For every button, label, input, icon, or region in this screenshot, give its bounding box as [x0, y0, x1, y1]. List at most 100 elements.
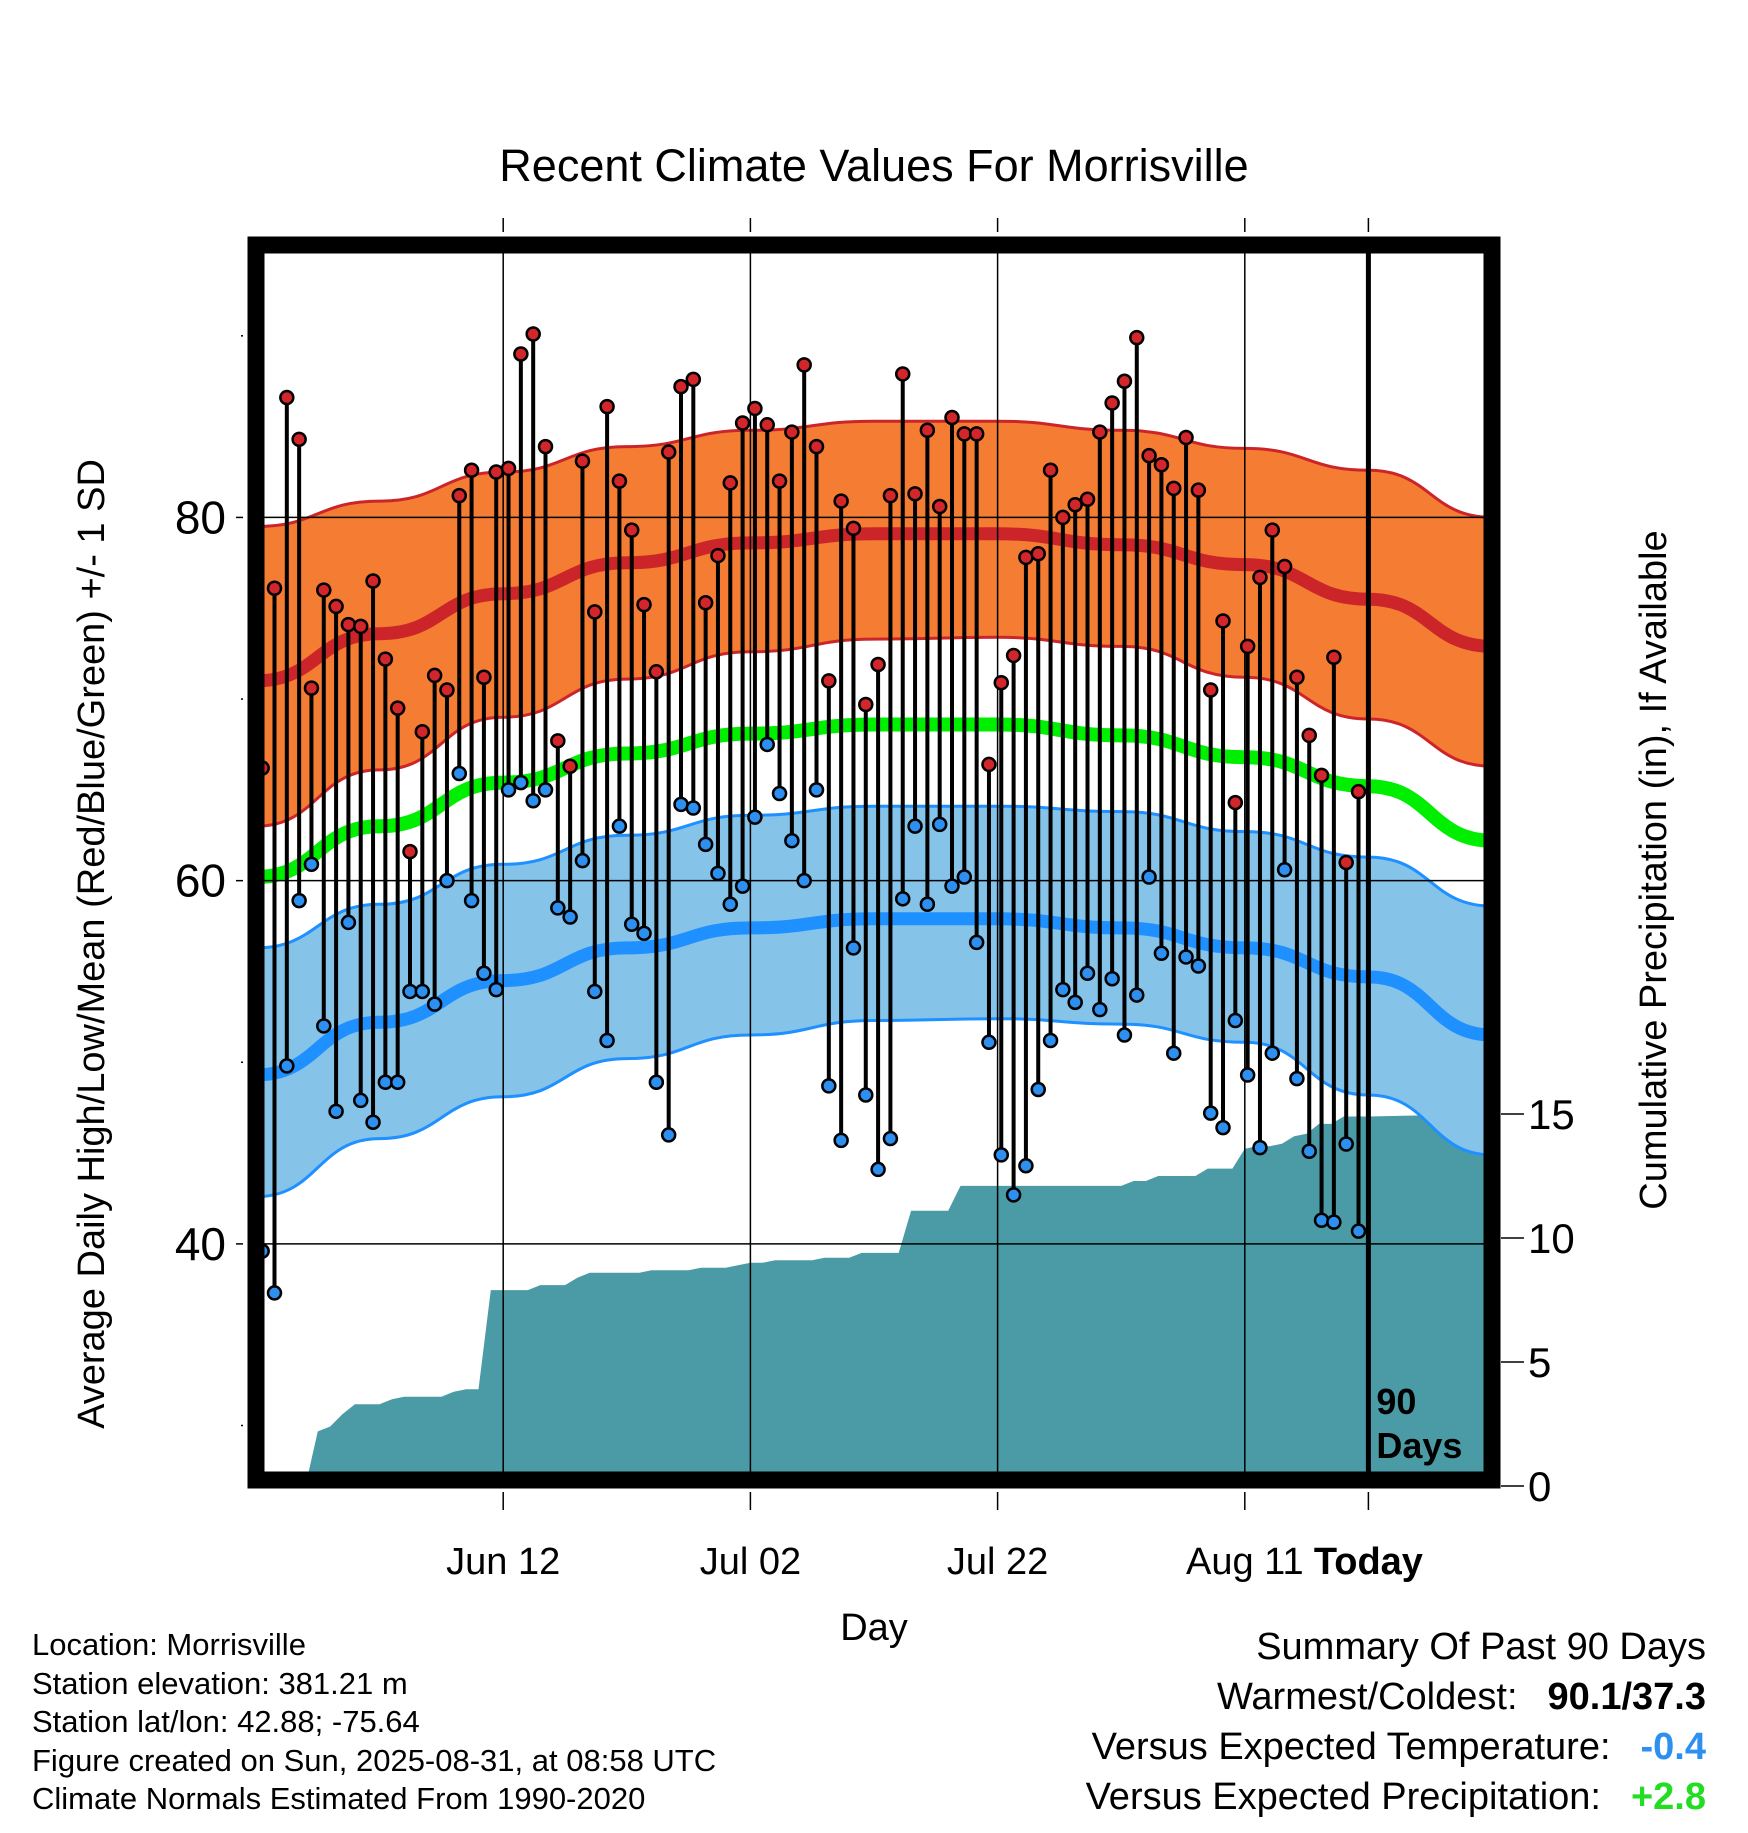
daily-high-point [747, 400, 763, 417]
daily-high-point [734, 415, 751, 431]
daily-high-point [722, 475, 739, 491]
daily-high-point [537, 438, 554, 455]
daily-low-point [1326, 1214, 1342, 1230]
daily-low-point [1313, 1212, 1330, 1229]
station-info: Location: Morrisville Station elevation:… [32, 1626, 716, 1819]
daily-low-point [771, 785, 788, 802]
daily-high-point [599, 398, 615, 415]
daily-high-point [1301, 727, 1317, 744]
daily-high-point [266, 580, 283, 597]
daily-low-point [279, 1058, 295, 1074]
daily-low-point [685, 800, 702, 816]
daily-high-point [894, 366, 911, 382]
daily-low-point [352, 1092, 369, 1109]
daily-high-point [550, 733, 566, 749]
created-text: Figure created on Sun, 2025-08-31, at 08… [32, 1742, 717, 1778]
daily-low-point [858, 1087, 874, 1103]
daily-high-point [488, 464, 504, 480]
warm-cold-value: 90.1/37.3 [1547, 1676, 1706, 1718]
daily-low-point [1252, 1139, 1268, 1156]
daily-low-point [266, 1285, 283, 1301]
daily-high-point [968, 426, 985, 442]
daily-high-point [1350, 783, 1367, 800]
daily-low-point [759, 736, 775, 753]
daily-high-point [993, 674, 1010, 691]
daily-high-point [1227, 794, 1244, 811]
daily-high-point [1042, 462, 1059, 478]
precip-anomaly-row: Versus Expected Precipitation: +2.8 [1086, 1772, 1706, 1822]
daily-high-point [303, 680, 320, 696]
daily-low-point [660, 1127, 677, 1143]
daily-high-point [1153, 457, 1170, 473]
daily-low-point [1055, 981, 1071, 998]
high-sd-upper-line [256, 419, 1492, 528]
daily-high-point [451, 487, 468, 504]
daily-low-point [956, 869, 973, 885]
warm-cold-label: Warmest/Coldest: [1216, 1676, 1518, 1718]
x-tick-label: Aug 11 [1186, 1541, 1304, 1583]
daily-low-point [833, 1132, 849, 1149]
daily-low-point [981, 1034, 997, 1051]
daily-low-point [821, 1078, 837, 1094]
daily-low-point [537, 782, 554, 798]
daily-high-point [328, 598, 344, 615]
temp-anomaly-label: Versus Expected Temperature: [1091, 1726, 1611, 1768]
daily-low-point [1276, 862, 1293, 878]
daily-low-point [636, 925, 652, 942]
daily-low-point [968, 934, 985, 951]
daily-low-point [1165, 1045, 1182, 1061]
daily-low-point [623, 916, 640, 932]
daily-low-point [1042, 1032, 1059, 1049]
daily-low-point [919, 896, 936, 913]
daily-high-point [414, 723, 431, 740]
precip-anomaly-label: Versus Expected Precipitation: [1085, 1776, 1601, 1818]
daily-low-point [574, 852, 591, 869]
daily-high-point [1079, 491, 1096, 508]
plot-frame [247, 236, 1501, 1489]
daily-high-point [574, 453, 591, 469]
daily-low-point [734, 878, 751, 894]
daily-low-point [882, 1130, 899, 1147]
daily-low-point [599, 1032, 615, 1049]
daily-high-point [673, 378, 689, 395]
plot-content [256, 245, 1492, 1480]
today-marker-days: Days [1376, 1425, 1462, 1466]
daily-high-point [1264, 522, 1281, 538]
daily-high-point [1338, 854, 1354, 871]
y-axis-label: Average Daily High/Low/Mean (Red/Blue/Gr… [71, 459, 113, 1429]
daily-high-point [1252, 569, 1268, 586]
daily-high-point [907, 486, 923, 502]
daily-low-point [1116, 1027, 1133, 1043]
location-text: Location: Morrisville [32, 1627, 306, 1662]
daily-high-point [587, 604, 603, 620]
daily-low-point [303, 856, 320, 873]
daily-low-point [1227, 1012, 1244, 1029]
daily-high-point [316, 582, 332, 598]
daily-low-point [316, 1018, 332, 1034]
daily-high-point [759, 417, 775, 433]
daily-high-point [648, 664, 665, 680]
y-tick-label: 80 [175, 491, 226, 543]
daily-high-point [463, 462, 480, 478]
daily-low-point [513, 774, 529, 791]
daily-low-point [673, 796, 689, 813]
daily-high-point [402, 843, 418, 860]
daily-high-point [562, 758, 578, 774]
daily-high-point [771, 473, 788, 489]
daily-high-point [919, 422, 936, 438]
daily-high-point [1289, 669, 1305, 685]
x-tick-label: Today [1314, 1541, 1423, 1583]
daily-low-point [587, 983, 603, 1000]
daily-high-point [1092, 424, 1108, 440]
daily-high-point [821, 673, 837, 689]
normal-low-line [256, 912, 1492, 1082]
daily-high-point [931, 498, 948, 515]
daily-high-point [1239, 638, 1256, 655]
daily-low-point [870, 1161, 886, 1178]
daily-high-point [1104, 395, 1120, 411]
daily-high-point [291, 431, 307, 448]
daily-high-point [1165, 480, 1182, 497]
